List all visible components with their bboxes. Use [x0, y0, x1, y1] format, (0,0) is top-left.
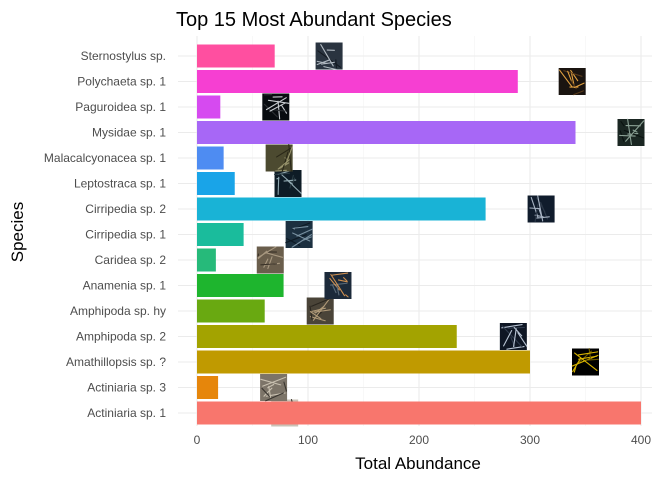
bar — [197, 376, 219, 399]
bar — [197, 70, 518, 93]
bar — [197, 325, 457, 348]
species-thumbnail — [285, 221, 313, 248]
bar — [197, 95, 221, 119]
x-tick-labels: 0 100 200 300 400 — [194, 433, 652, 447]
bar — [197, 299, 265, 323]
species-thumbnail — [558, 68, 586, 96]
x-tick-label: 400 — [631, 433, 651, 447]
x-tick-label: 200 — [409, 433, 429, 447]
y-tick-label: Cirripedia sp. 2 — [85, 202, 166, 216]
bar — [197, 197, 486, 221]
y-axis-title: Species — [8, 202, 27, 262]
x-tick-label: 0 — [194, 433, 201, 447]
bar — [197, 121, 576, 144]
bar — [197, 248, 216, 272]
y-tick-label: Paguroidea sp. 1 — [75, 100, 166, 114]
y-tick-label: Amphipoda sp. 2 — [76, 330, 166, 344]
species-thumbnail — [273, 170, 302, 197]
x-tick-label: 100 — [298, 433, 318, 447]
chart-title: Top 15 Most Abundant Species — [176, 9, 452, 31]
species-thumbnail — [256, 246, 284, 274]
species-thumbnail — [315, 42, 343, 71]
x-axis-title: Total Abundance — [355, 454, 481, 473]
bar — [197, 274, 284, 297]
bar — [197, 401, 641, 425]
y-tick-label: Caridea sp. 2 — [95, 253, 167, 267]
species-thumbnails — [256, 42, 645, 427]
y-tick-label: Mysidae sp. 1 — [92, 126, 166, 140]
y-tick-label: Actiniaria sp. 1 — [87, 406, 166, 420]
y-tick-label: Leptostraca sp. 1 — [74, 177, 166, 191]
bar — [197, 350, 530, 374]
y-tick-label: Malacalcyonacea sp. 1 — [44, 151, 166, 165]
y-tick-label: Amphipoda sp. hy — [70, 304, 166, 318]
y-tick-labels: Actiniaria sp. 1 Actiniaria sp. 3 Amathill… — [44, 49, 166, 420]
bar — [197, 223, 244, 246]
y-tick-label: Amathillopsis sp. ? — [66, 355, 166, 369]
y-tick-label: Anamenia sp. 1 — [83, 279, 167, 293]
species-thumbnail — [260, 374, 288, 402]
species-thumbnail — [617, 118, 645, 146]
species-thumbnail — [499, 323, 528, 350]
bar — [197, 146, 224, 170]
y-tick-label: Sternostylus sp. — [81, 49, 166, 63]
bars — [197, 44, 641, 425]
x-tick-label: 300 — [520, 433, 540, 447]
y-tick-label: Cirripedia sp. 1 — [85, 228, 166, 242]
bar — [197, 44, 275, 68]
species-thumbnail — [262, 93, 290, 121]
y-tick-label: Actiniaria sp. 3 — [87, 381, 166, 395]
species-thumbnail — [324, 272, 352, 299]
species-thumbnail — [265, 143, 293, 172]
y-tick-label: Polychaeta sp. 1 — [77, 75, 166, 89]
species-thumbnail — [527, 195, 555, 223]
bar — [197, 172, 235, 195]
species-thumbnail — [306, 297, 334, 325]
species-thumbnail — [571, 348, 599, 376]
